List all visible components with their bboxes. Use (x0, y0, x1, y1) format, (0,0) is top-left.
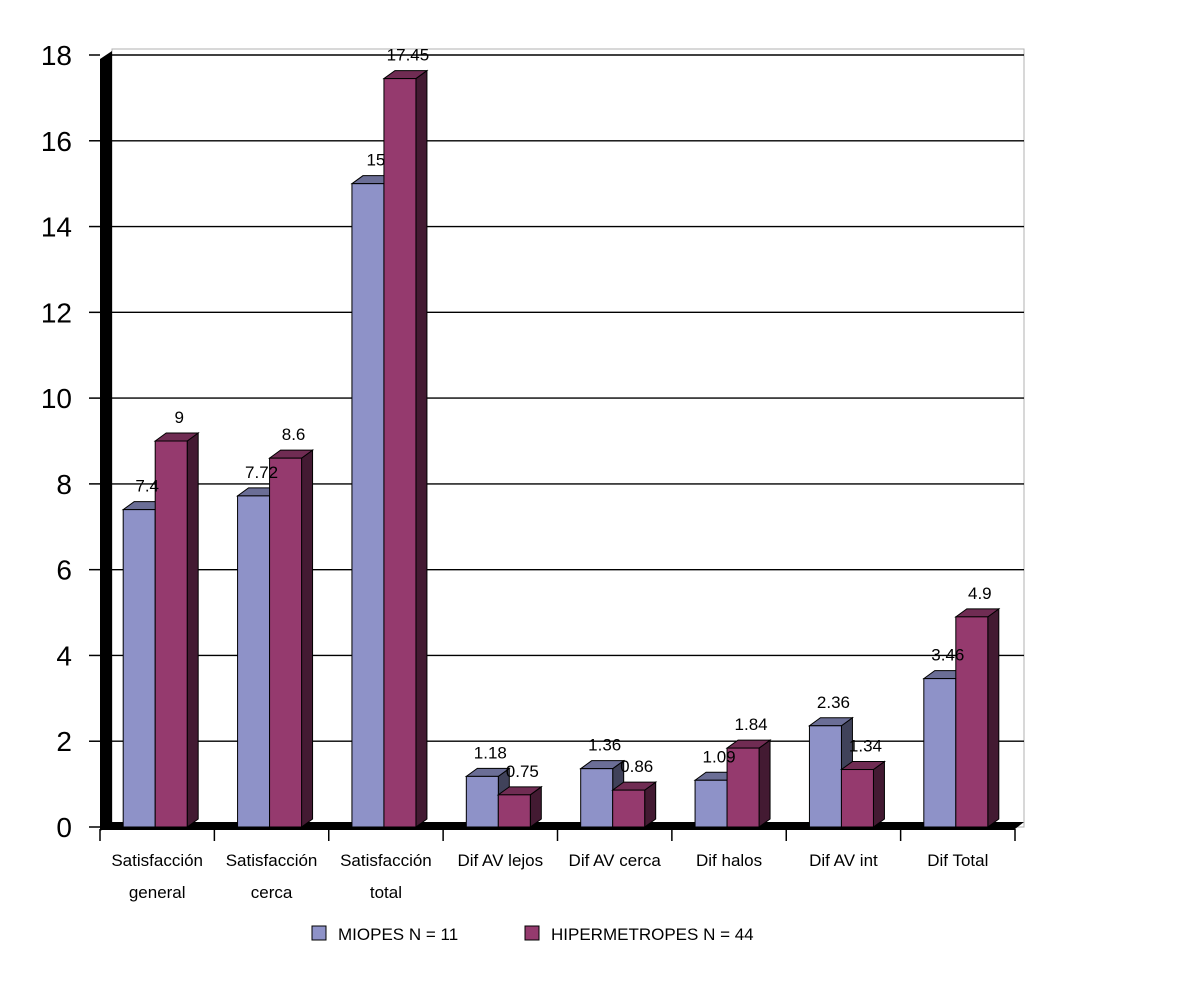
bar (268, 449, 315, 828)
data-label: 1.36 (588, 736, 621, 755)
bar-side (872, 760, 885, 828)
category-label: general (129, 883, 186, 902)
bar-front (923, 678, 957, 828)
y-tick-label: 0 (56, 812, 72, 843)
data-label: 1.34 (849, 737, 882, 756)
data-labels: 7.4 7.72 15 1.18 1.36 1.09 2.36 3.46 9 8.6 17.45 0.… (135, 46, 991, 781)
bar-front (612, 789, 646, 828)
y-axis-wall (100, 51, 112, 831)
y-tick-label: 6 (56, 555, 72, 586)
category-label: Satisfacción (340, 851, 432, 870)
y-tick-label: 14 (41, 212, 72, 243)
data-label: 8.6 (282, 425, 306, 444)
bar-front (122, 509, 156, 828)
bar (839, 760, 886, 828)
data-label: 0.86 (620, 757, 653, 776)
bars (121, 69, 1001, 828)
legend-label: HIPERMETROPES N = 44 (551, 925, 754, 944)
category-label: Satisfacción (226, 851, 318, 870)
bar-front (497, 794, 531, 828)
data-label: 15 (366, 151, 385, 170)
data-label: 9 (174, 408, 183, 427)
y-tick-label: 8 (56, 469, 72, 500)
bar-front (726, 747, 760, 828)
category-label: Dif AV lejos (457, 851, 543, 870)
category-label: Dif AV cerca (569, 851, 662, 870)
data-label: 1.84 (735, 715, 768, 734)
legend-label: MIOPES N = 11 (338, 925, 458, 944)
legend-item: MIOPES N = 11 (311, 925, 458, 944)
bar-front (237, 495, 271, 828)
bar (954, 607, 1001, 828)
bar (807, 716, 854, 828)
y-tick-label: 12 (41, 297, 72, 328)
data-label: 7.72 (245, 463, 278, 482)
bar-front (955, 616, 989, 828)
bar (611, 781, 658, 828)
category-label: Dif AV int (809, 851, 878, 870)
bar-front (154, 440, 188, 828)
bar-side (758, 739, 771, 828)
bar-side (301, 449, 314, 828)
bar-side (987, 607, 1000, 828)
bar (382, 69, 429, 828)
bar-front (808, 725, 842, 828)
tick-labels: 0 2 4 6 8 10 12 14 16 18 Satisfacción general Satisf… (41, 40, 989, 902)
legend-item: HIPERMETROPES N = 44 (524, 925, 754, 944)
bar-front (840, 769, 874, 828)
data-label: 0.75 (506, 762, 539, 781)
category-label: Satisfacción (111, 851, 203, 870)
data-label: 1.09 (703, 747, 736, 766)
data-label: 3.46 (931, 646, 964, 665)
y-tick-label: 10 (41, 383, 72, 414)
bar-side (415, 69, 428, 828)
legend-swatch (311, 925, 327, 941)
data-label: 7.4 (135, 477, 159, 496)
legend-swatch (524, 925, 540, 941)
bar (496, 785, 543, 828)
bar-front (383, 78, 417, 828)
data-label: 1.18 (474, 743, 507, 762)
category-label: Dif Total (927, 851, 988, 870)
axes (89, 51, 1024, 841)
bar (725, 739, 772, 828)
legend: MIOPES N = 11 HIPERMETROPES N = 44 (311, 925, 754, 944)
bar (153, 432, 200, 828)
y-tick-label: 16 (41, 126, 72, 157)
y-tick-label: 2 (56, 726, 72, 757)
category-label: Dif halos (696, 851, 762, 870)
data-label: 4.9 (968, 584, 992, 603)
x-axis-floor (100, 822, 1024, 829)
data-label: 2.36 (817, 693, 850, 712)
y-tick-label: 4 (56, 640, 72, 671)
y-tick-label: 18 (41, 40, 72, 71)
data-label: 17.45 (387, 46, 430, 65)
bar-front (580, 768, 614, 828)
bar-front (351, 183, 385, 828)
bar-front (465, 775, 499, 828)
category-label: cerca (251, 883, 293, 902)
category-label: total (370, 883, 402, 902)
bar-front (269, 457, 303, 828)
bar-side (186, 432, 199, 828)
bar-front (694, 779, 728, 828)
